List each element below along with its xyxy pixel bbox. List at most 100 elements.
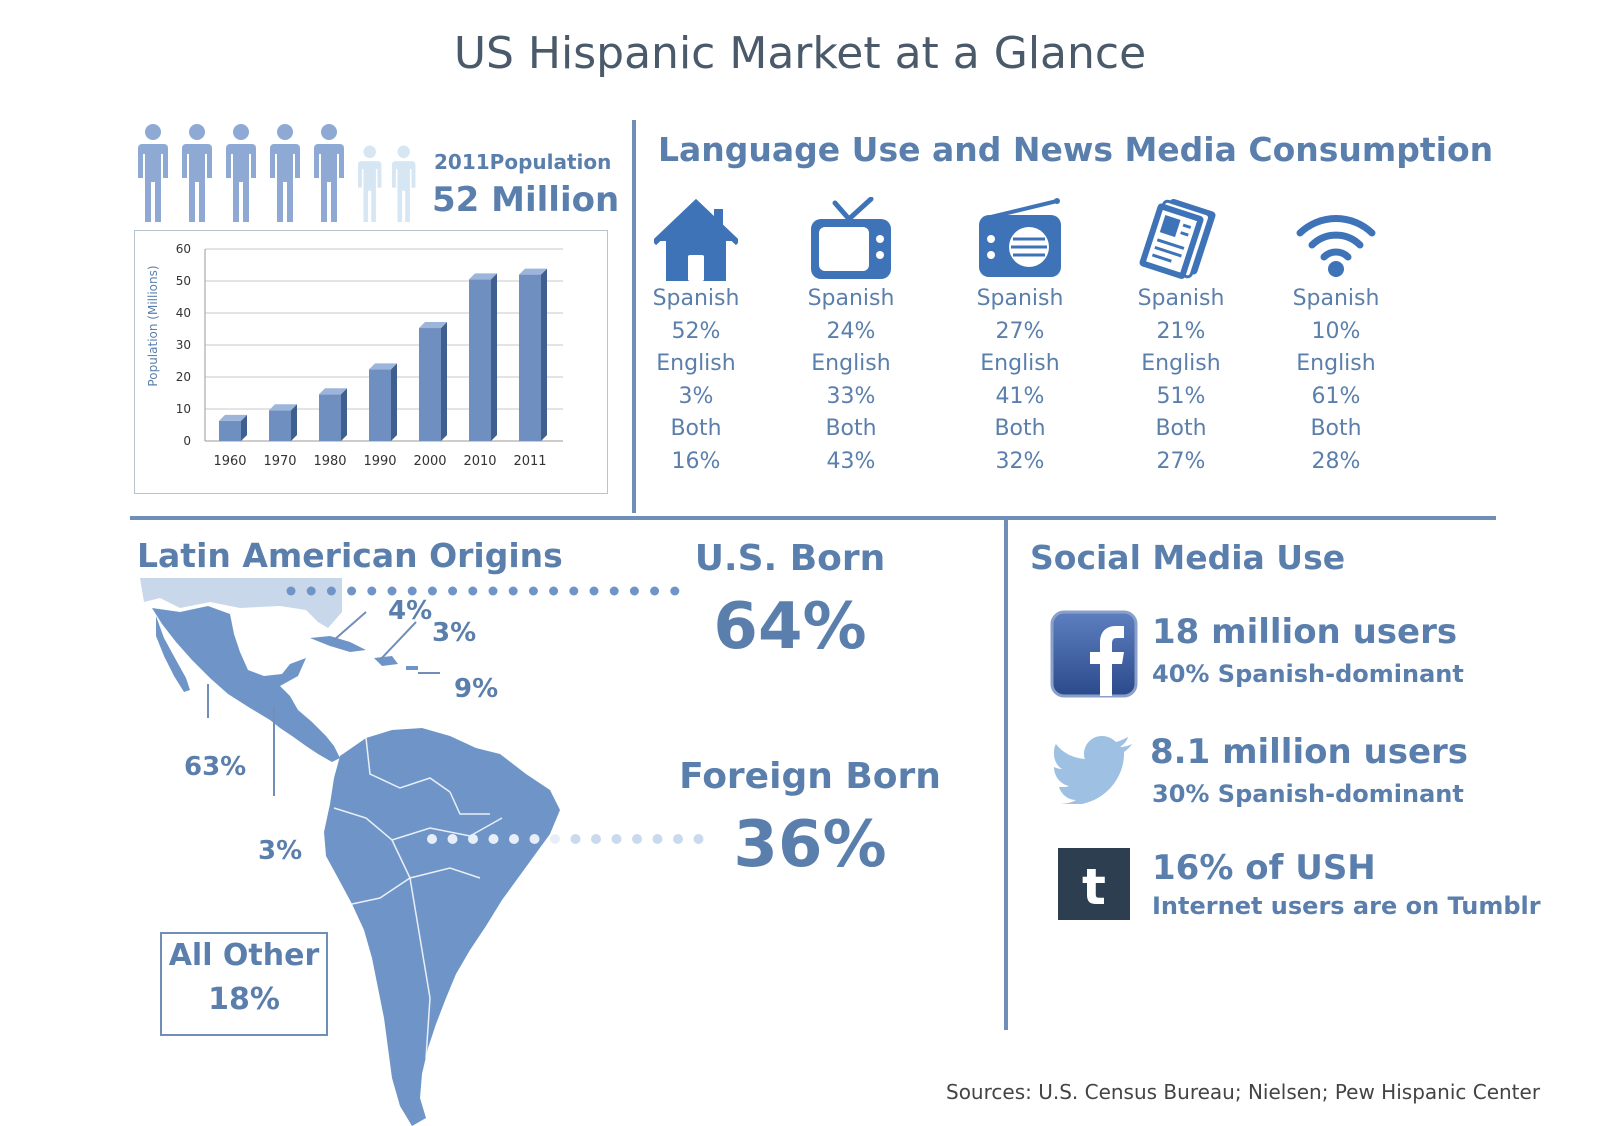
media-line: 3% xyxy=(678,383,714,409)
dot xyxy=(488,834,499,844)
dot xyxy=(468,586,478,596)
origin-pct-central-america: 3% xyxy=(258,836,303,866)
population-chart-box: 0 10 20 30 40 50 60 1960 1970 1980 1990 2000 2010 20… xyxy=(134,230,608,494)
vertical-divider-bottom xyxy=(1004,520,1008,1030)
y-tick-label: 60 xyxy=(176,242,191,256)
dot xyxy=(347,586,357,596)
y-tick-label: 10 xyxy=(176,402,191,416)
population-label: 2011Population xyxy=(434,150,612,174)
media-line: English xyxy=(1296,351,1376,376)
dot xyxy=(488,586,498,596)
media-column-home: Spanish 52% English 3% Both 16% xyxy=(626,188,766,478)
media-line: Both xyxy=(670,416,722,441)
language-section-title: Language Use and News Media Consumption xyxy=(658,130,1494,169)
dot xyxy=(589,586,599,596)
all-other-box: All Other 18% xyxy=(160,932,328,1036)
dot xyxy=(427,586,437,596)
us-born-label: U.S. Born xyxy=(694,538,886,579)
dot xyxy=(569,586,579,596)
dot xyxy=(468,834,478,844)
dot xyxy=(652,834,663,844)
x-tick-label: 1990 xyxy=(363,454,396,469)
dot xyxy=(407,586,417,596)
media-line: 41% xyxy=(995,383,1045,409)
media-line: English xyxy=(1141,351,1221,376)
media-line: 32% xyxy=(995,448,1045,474)
media-line: 52% xyxy=(671,318,721,344)
bar-2011 xyxy=(519,268,547,441)
media-line: English xyxy=(811,351,891,376)
language-columns: Spanish 52% English 3% Both 16% Spanish … xyxy=(626,188,1406,488)
twitter-icon xyxy=(1054,736,1132,804)
tumblr-sub: Internet users are on Tumblr xyxy=(1152,892,1541,920)
facebook-icon xyxy=(1050,610,1138,698)
bar-2010 xyxy=(469,273,497,441)
foreign-born-dotted-line xyxy=(427,834,704,844)
page-title: US Hispanic Market at a Glance xyxy=(453,28,1147,79)
svg-text:t: t xyxy=(1082,858,1106,916)
dot xyxy=(306,586,316,596)
foreign-born-label: Foreign Born xyxy=(679,756,941,797)
horizontal-divider xyxy=(130,516,1496,520)
bar-1980 xyxy=(319,388,347,441)
us-born-value: 64% xyxy=(713,590,867,664)
media-line: 43% xyxy=(826,448,876,474)
y-tick-label: 40 xyxy=(176,306,191,320)
dot xyxy=(629,586,639,596)
dot xyxy=(632,834,642,844)
dot xyxy=(427,834,437,844)
population-value: 52 Million xyxy=(432,180,620,220)
media-line: 10% xyxy=(1311,318,1361,344)
origin-pct-dominican: 3% xyxy=(432,618,477,648)
all-other-label: All Other xyxy=(168,938,320,973)
sources-footnote: Sources: U.S. Census Bureau; Nielsen; Pe… xyxy=(946,1080,1541,1104)
wifi-icon xyxy=(1266,188,1406,283)
bar-1960 xyxy=(219,414,247,441)
dot xyxy=(693,834,704,844)
dot xyxy=(509,834,519,844)
latin-america-map xyxy=(140,578,560,1126)
media-line: Spanish xyxy=(1292,286,1380,311)
dot xyxy=(529,834,540,844)
media-column-newspaper: Spanish 21% English 51% Both 27% xyxy=(1111,188,1251,478)
media-line: 16% xyxy=(671,448,721,474)
media-line: 33% xyxy=(826,383,876,409)
bar-1970 xyxy=(269,404,297,441)
us-born-dotted-line xyxy=(286,586,680,596)
people-icons xyxy=(138,124,416,222)
tv-icon xyxy=(781,188,921,283)
tumblr-main: 16% of USH xyxy=(1152,848,1376,888)
x-tick-label: 1980 xyxy=(313,454,346,469)
y-tick-label: 50 xyxy=(176,274,191,288)
media-line: Spanish xyxy=(652,286,740,311)
media-column-radio: Spanish 27% English 41% Both 32% xyxy=(950,188,1090,478)
vertical-divider-top xyxy=(632,120,636,513)
media-line: Both xyxy=(994,416,1046,441)
dot xyxy=(387,586,397,596)
y-tick-label: 30 xyxy=(176,338,191,352)
dot xyxy=(326,586,336,596)
media-line: 27% xyxy=(995,318,1045,344)
dot xyxy=(611,834,622,844)
dot xyxy=(609,586,619,596)
radio-icon xyxy=(950,188,1090,283)
origin-pct-mexico: 63% xyxy=(184,752,247,782)
x-tick-label: 1970 xyxy=(263,454,296,469)
dot xyxy=(591,834,601,844)
media-line: Both xyxy=(1310,416,1362,441)
media-line: 51% xyxy=(1156,383,1206,409)
media-column-internet: Spanish 10% English 61% Both 28% xyxy=(1266,188,1406,478)
facebook-main: 18 million users xyxy=(1152,612,1458,652)
dot xyxy=(650,586,660,596)
media-line: 61% xyxy=(1311,383,1361,409)
all-other-value: 18% xyxy=(208,982,280,1017)
dot xyxy=(448,586,458,596)
bar-2000 xyxy=(419,322,447,441)
media-line: English xyxy=(656,351,736,376)
y-tick-label: 0 xyxy=(183,434,191,448)
dot xyxy=(367,586,377,596)
newspaper-icon xyxy=(1111,188,1251,283)
dot xyxy=(549,586,559,596)
media-line: English xyxy=(980,351,1060,376)
x-tick-label: 2010 xyxy=(463,454,496,469)
